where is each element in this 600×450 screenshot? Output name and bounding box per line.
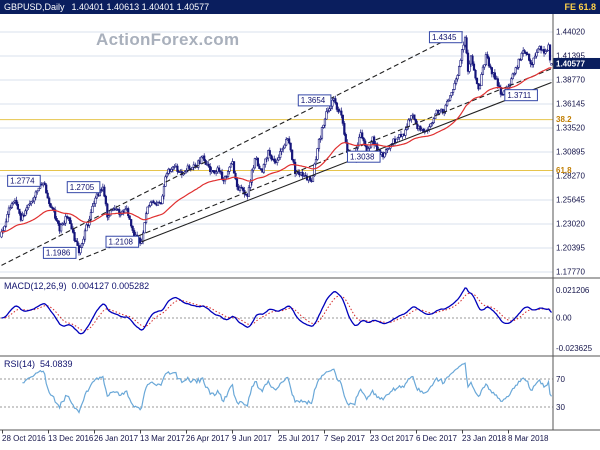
price-axis-label: 1.36145 — [556, 100, 585, 109]
swing-price-label: 1.4345 — [432, 33, 457, 42]
fib-level-label: 38.2 — [556, 115, 572, 124]
macd-header: MACD(12,26,9) 0.004127 0.005282 — [4, 281, 149, 291]
date-axis-label: 13 Mar 2017 — [140, 434, 185, 443]
macd-axis-label: 0.00 — [556, 314, 572, 323]
price-axis-label: 1.44020 — [556, 28, 585, 37]
date-axis-label: 25 Jul 2017 — [278, 434, 320, 443]
swing-price-label: 1.3711 — [507, 91, 531, 100]
price-axis-labels: 1.44020 1.41395 1.38770 1.36145 1.33520 1.308… — [556, 28, 585, 277]
rsi-panel — [0, 362, 553, 414]
swing-price-label: 1.3038 — [350, 153, 375, 162]
macd-values: 0.004127 0.005282 — [71, 281, 150, 291]
price-axis-label: 1.25645 — [556, 196, 585, 205]
price-axis-label: 1.41395 — [556, 52, 585, 61]
last-price-tag: 1.40577 — [553, 57, 600, 69]
date-axis-label: 26 Jan 2017 — [94, 434, 139, 443]
swing-price-label: 1.1986 — [46, 249, 71, 258]
date-axis-label: 8 Mar 2018 — [508, 434, 549, 443]
price-axis-label: 1.33520 — [556, 124, 585, 133]
moving-average-line — [1, 67, 552, 233]
macd-axis-label: -0.023625 — [556, 344, 593, 353]
fib-level-label: 61.8 — [556, 166, 572, 175]
panel-separators — [0, 14, 600, 431]
macd-title: MACD(12,26,9) — [4, 281, 67, 291]
rsi-axis-labels: 70 30 — [556, 375, 565, 412]
price-axis-label: 1.17770 — [556, 268, 585, 277]
price-axis-label: 1.28270 — [556, 172, 585, 181]
date-axis-label: 6 Dec 2017 — [416, 434, 457, 443]
rsi-value: 54.0839 — [40, 359, 73, 369]
rsi-axis-label: 70 — [556, 375, 565, 384]
candles-layer — [0, 35, 553, 256]
fib-retracement: 38.2 61.8 — [0, 115, 572, 175]
macd-axis-labels: 0.021206 0.00 -0.023625 — [556, 286, 593, 353]
date-axis-label: 9 Jun 2017 — [232, 434, 272, 443]
date-axis: 28 Oct 2016 13 Dec 2016 26 Jan 2017 13 Mar … — [2, 430, 549, 443]
macd-axis-label: 0.021206 — [556, 286, 590, 295]
date-axis-label: 23 Oct 2017 — [370, 434, 414, 443]
date-axis-label: 13 Dec 2016 — [48, 434, 94, 443]
macd-panel — [0, 287, 553, 335]
swing-price-label: 1.2108 — [109, 238, 134, 247]
price-axis-label: 1.20395 — [556, 244, 585, 253]
swing-price-label: 1.3654 — [301, 96, 326, 105]
trendlines — [1, 29, 552, 266]
swing-labels: 1.2774 1.1986 1.2705 1.2108 1.3654 1.3038 1.43… — [7, 31, 538, 259]
rsi-axis-label: 30 — [556, 403, 565, 412]
swing-price-label: 1.2774 — [10, 177, 35, 186]
ohlc-quote: 1.40401 1.40613 1.40401 1.40577 — [71, 2, 210, 12]
price-axis-label: 1.38770 — [556, 76, 585, 85]
price-axis-label: 1.30895 — [556, 148, 585, 157]
fib-extension-label: FE 61.8 — [564, 2, 596, 12]
price-gridlines — [0, 31, 553, 273]
date-axis-label: 7 Sep 2017 — [324, 434, 365, 443]
date-axis-label: 23 Jan 2018 — [462, 434, 507, 443]
price-axis-label: 1.23020 — [556, 220, 585, 229]
last-price-value: 1.40577 — [556, 59, 585, 68]
symbol-label: GBPUSD,Daily — [4, 2, 65, 12]
rsi-header: RSI(14) 54.0839 — [4, 359, 73, 369]
rsi-title: RSI(14) — [4, 359, 36, 369]
watermark: ActionForex.com — [96, 30, 240, 49]
date-axis-label: 26 Apr 2017 — [186, 434, 230, 443]
chart-titlebar: GBPUSD,Daily 1.40401 1.40613 1.40401 1.4… — [0, 0, 600, 14]
swing-price-label: 1.2705 — [70, 183, 95, 192]
date-axis-label: 28 Oct 2016 — [2, 434, 46, 443]
